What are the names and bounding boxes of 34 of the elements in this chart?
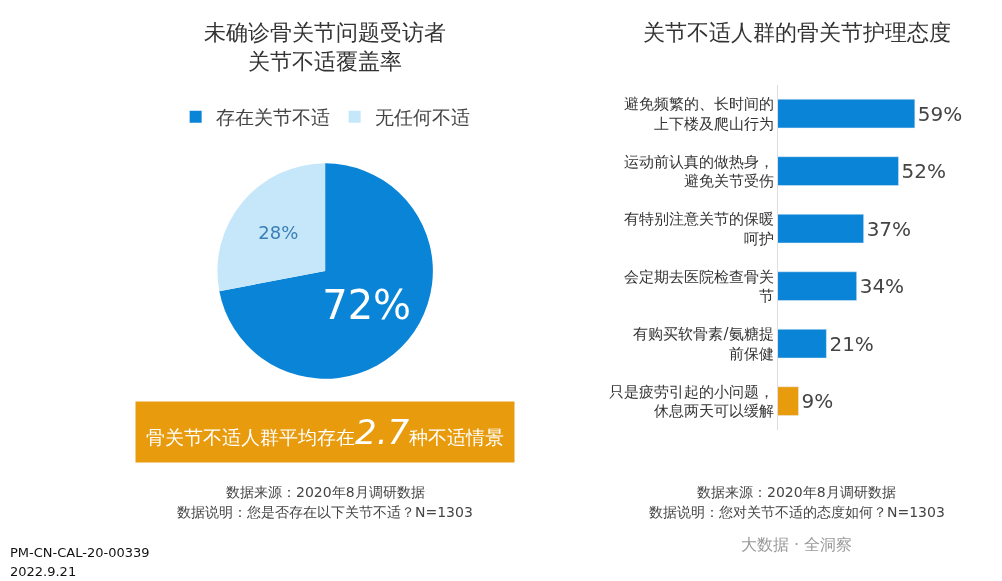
data-label: 9%: [801, 389, 834, 414]
text: 骨关节不适人群平均存在2.7种不适情景: [146, 412, 505, 452]
data-label: 37%: [866, 216, 912, 241]
bar: [777, 329, 827, 359]
y-tick-label: 有特别注意关节的保暖呵护: [623, 210, 774, 248]
legend-label: 存在关节不适: [215, 106, 330, 129]
data-label: 52%: [901, 159, 946, 184]
y-tick-label: 只是疲劳引起的小问题，休息两天可以缓解: [608, 382, 774, 421]
data-label: 59%: [917, 101, 963, 126]
bar: [777, 271, 857, 301]
chart-title: 未确诊骨关节问题受访者关节不适覆盖率: [204, 20, 446, 74]
legend-label: 无任何不适: [374, 106, 470, 129]
text: 2022.9.21: [10, 564, 77, 579]
text: 数据说明：您对关节不适的态度如何？N=1303: [649, 504, 945, 520]
source-note: 数据来源：2020年8月调研数据: [697, 484, 896, 500]
data-label: 28%: [258, 221, 299, 243]
data-label: 21%: [829, 331, 874, 356]
source-note: 数据来源：2020年8月调研数据: [226, 484, 425, 500]
text: PM-CN-CAL-20-00339: [10, 545, 150, 560]
bar: [777, 98, 916, 129]
chart-title: 关节不适人群的骨关节护理态度: [643, 20, 951, 45]
pie-slice: [217, 163, 326, 292]
data-label: 72%: [322, 282, 412, 329]
text: 数据说明：您是否存在以下关节不适？N=1303: [177, 504, 473, 520]
y-tick-label: 有购买软骨素/氨糖提前保健: [633, 325, 774, 363]
data-label: 34%: [859, 274, 905, 299]
bar: [777, 386, 799, 416]
y-tick-label: 运动前认真的做热身，避免关节受伤: [623, 152, 774, 191]
bar: [777, 214, 864, 244]
pie-slice: [219, 163, 433, 379]
bar: [777, 156, 899, 186]
text: 大数据 · 全洞察: [741, 535, 853, 554]
y-tick-label: 会定期去医院检查骨关节: [623, 267, 774, 306]
y-tick-label: 避免频繁的、长时间的上下楼及爬山行为: [623, 95, 774, 133]
